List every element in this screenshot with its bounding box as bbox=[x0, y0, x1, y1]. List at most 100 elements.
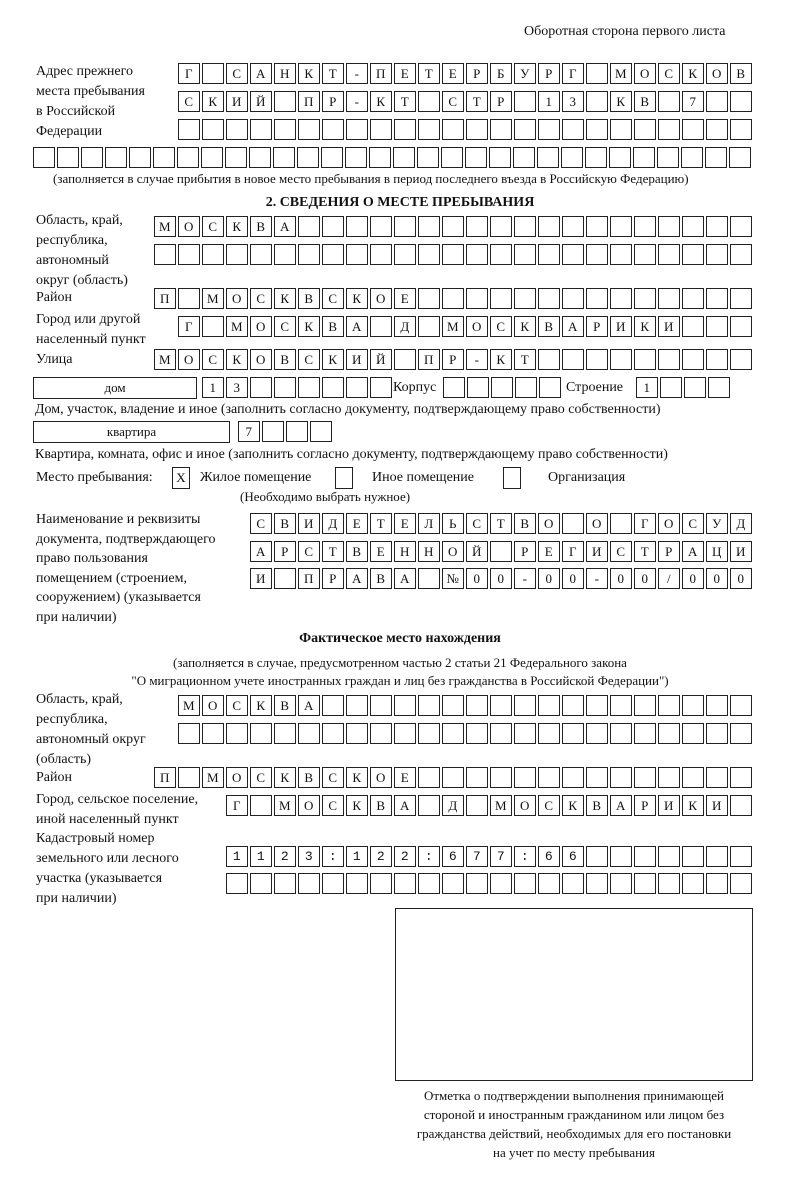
char-cell[interactable] bbox=[538, 846, 560, 867]
char-cell[interactable] bbox=[730, 873, 752, 894]
char-cell[interactable] bbox=[490, 288, 512, 309]
char-cell[interactable] bbox=[298, 377, 320, 398]
char-cell[interactable]: 1 bbox=[202, 377, 224, 398]
char-cell[interactable] bbox=[634, 244, 656, 265]
char-cell[interactable] bbox=[658, 846, 680, 867]
char-cell[interactable] bbox=[730, 119, 752, 140]
char-cell[interactable]: К bbox=[562, 795, 584, 816]
char-cell[interactable] bbox=[658, 767, 680, 788]
char-cell[interactable] bbox=[443, 377, 465, 398]
char-cell[interactable]: М bbox=[274, 795, 296, 816]
char-cell[interactable] bbox=[658, 288, 680, 309]
char-cell[interactable] bbox=[634, 846, 656, 867]
char-cell[interactable]: Т bbox=[466, 91, 488, 112]
char-cell[interactable]: Р bbox=[538, 63, 560, 84]
char-cell[interactable]: О bbox=[442, 541, 464, 562]
char-cell[interactable]: К bbox=[202, 91, 224, 112]
char-cell[interactable] bbox=[418, 767, 440, 788]
char-cell[interactable] bbox=[370, 377, 392, 398]
char-cell[interactable] bbox=[586, 288, 608, 309]
char-cell[interactable] bbox=[682, 244, 704, 265]
char-cell[interactable] bbox=[706, 316, 728, 337]
char-cell[interactable]: Р bbox=[658, 541, 680, 562]
char-cell[interactable]: В bbox=[586, 795, 608, 816]
char-cell[interactable]: Г bbox=[226, 795, 248, 816]
char-cell[interactable] bbox=[418, 723, 440, 744]
char-cell[interactable] bbox=[730, 767, 752, 788]
char-cell[interactable]: О bbox=[202, 695, 224, 716]
char-cell[interactable] bbox=[250, 795, 272, 816]
char-cell[interactable]: В bbox=[730, 63, 752, 84]
char-cell[interactable] bbox=[370, 695, 392, 716]
char-cell[interactable] bbox=[658, 695, 680, 716]
char-cell[interactable] bbox=[321, 147, 343, 168]
char-cell[interactable] bbox=[514, 723, 536, 744]
char-cell[interactable] bbox=[514, 767, 536, 788]
char-cell[interactable] bbox=[418, 244, 440, 265]
char-cell[interactable] bbox=[129, 147, 151, 168]
char-cell[interactable] bbox=[610, 846, 632, 867]
char-cell[interactable]: Г bbox=[562, 541, 584, 562]
char-cell[interactable] bbox=[202, 723, 224, 744]
char-cell[interactable] bbox=[490, 216, 512, 237]
char-cell[interactable] bbox=[370, 216, 392, 237]
char-cell[interactable]: Д bbox=[442, 795, 464, 816]
char-cell[interactable] bbox=[706, 244, 728, 265]
char-cell[interactable]: К bbox=[682, 795, 704, 816]
char-cell[interactable]: О bbox=[658, 513, 680, 534]
flat-type-field[interactable]: квартира bbox=[33, 421, 230, 443]
char-cell[interactable] bbox=[682, 723, 704, 744]
char-cell[interactable] bbox=[538, 767, 560, 788]
char-cell[interactable] bbox=[394, 723, 416, 744]
char-cell[interactable]: Е bbox=[346, 513, 368, 534]
char-cell[interactable]: 1 bbox=[636, 377, 658, 398]
char-cell[interactable] bbox=[370, 316, 392, 337]
char-cell[interactable]: Р bbox=[322, 91, 344, 112]
char-cell[interactable]: Т bbox=[370, 513, 392, 534]
char-cell[interactable] bbox=[706, 288, 728, 309]
char-cell[interactable] bbox=[322, 119, 344, 140]
char-cell[interactable] bbox=[226, 244, 248, 265]
char-cell[interactable] bbox=[417, 147, 439, 168]
char-cell[interactable] bbox=[465, 147, 487, 168]
char-cell[interactable] bbox=[393, 147, 415, 168]
checkbox-other-premises[interactable] bbox=[335, 467, 353, 489]
char-cell[interactable]: Ц bbox=[706, 541, 728, 562]
char-cell[interactable]: И bbox=[706, 795, 728, 816]
confirmation-stamp-box[interactable] bbox=[395, 908, 753, 1081]
char-cell[interactable]: С bbox=[538, 795, 560, 816]
char-cell[interactable] bbox=[514, 119, 536, 140]
char-cell[interactable]: 0 bbox=[610, 568, 632, 589]
char-cell[interactable]: А bbox=[682, 541, 704, 562]
char-cell[interactable]: Г bbox=[178, 316, 200, 337]
char-cell[interactable]: А bbox=[346, 316, 368, 337]
char-cell[interactable]: М bbox=[610, 63, 632, 84]
char-cell[interactable] bbox=[586, 63, 608, 84]
char-cell[interactable]: В bbox=[346, 541, 368, 562]
char-cell[interactable] bbox=[274, 723, 296, 744]
char-cell[interactable]: Н bbox=[274, 63, 296, 84]
char-cell[interactable] bbox=[442, 695, 464, 716]
char-cell[interactable]: Л bbox=[418, 513, 440, 534]
char-cell[interactable]: О bbox=[226, 288, 248, 309]
char-cell[interactable] bbox=[346, 873, 368, 894]
char-cell[interactable]: О bbox=[178, 349, 200, 370]
char-cell[interactable]: О bbox=[466, 316, 488, 337]
char-cell[interactable] bbox=[562, 723, 584, 744]
char-cell[interactable]: В bbox=[274, 349, 296, 370]
char-cell[interactable] bbox=[178, 723, 200, 744]
char-cell[interactable]: Е bbox=[442, 63, 464, 84]
char-cell[interactable] bbox=[466, 244, 488, 265]
char-cell[interactable] bbox=[586, 846, 608, 867]
char-cell[interactable] bbox=[562, 513, 584, 534]
char-cell[interactable]: Е bbox=[394, 513, 416, 534]
char-cell[interactable] bbox=[586, 91, 608, 112]
char-cell[interactable] bbox=[274, 377, 296, 398]
char-cell[interactable]: Г bbox=[178, 63, 200, 84]
char-cell[interactable]: С bbox=[250, 767, 272, 788]
char-cell[interactable]: О bbox=[706, 63, 728, 84]
char-cell[interactable]: Р bbox=[322, 568, 344, 589]
char-cell[interactable] bbox=[514, 288, 536, 309]
char-cell[interactable] bbox=[466, 288, 488, 309]
char-cell[interactable]: Г bbox=[634, 513, 656, 534]
